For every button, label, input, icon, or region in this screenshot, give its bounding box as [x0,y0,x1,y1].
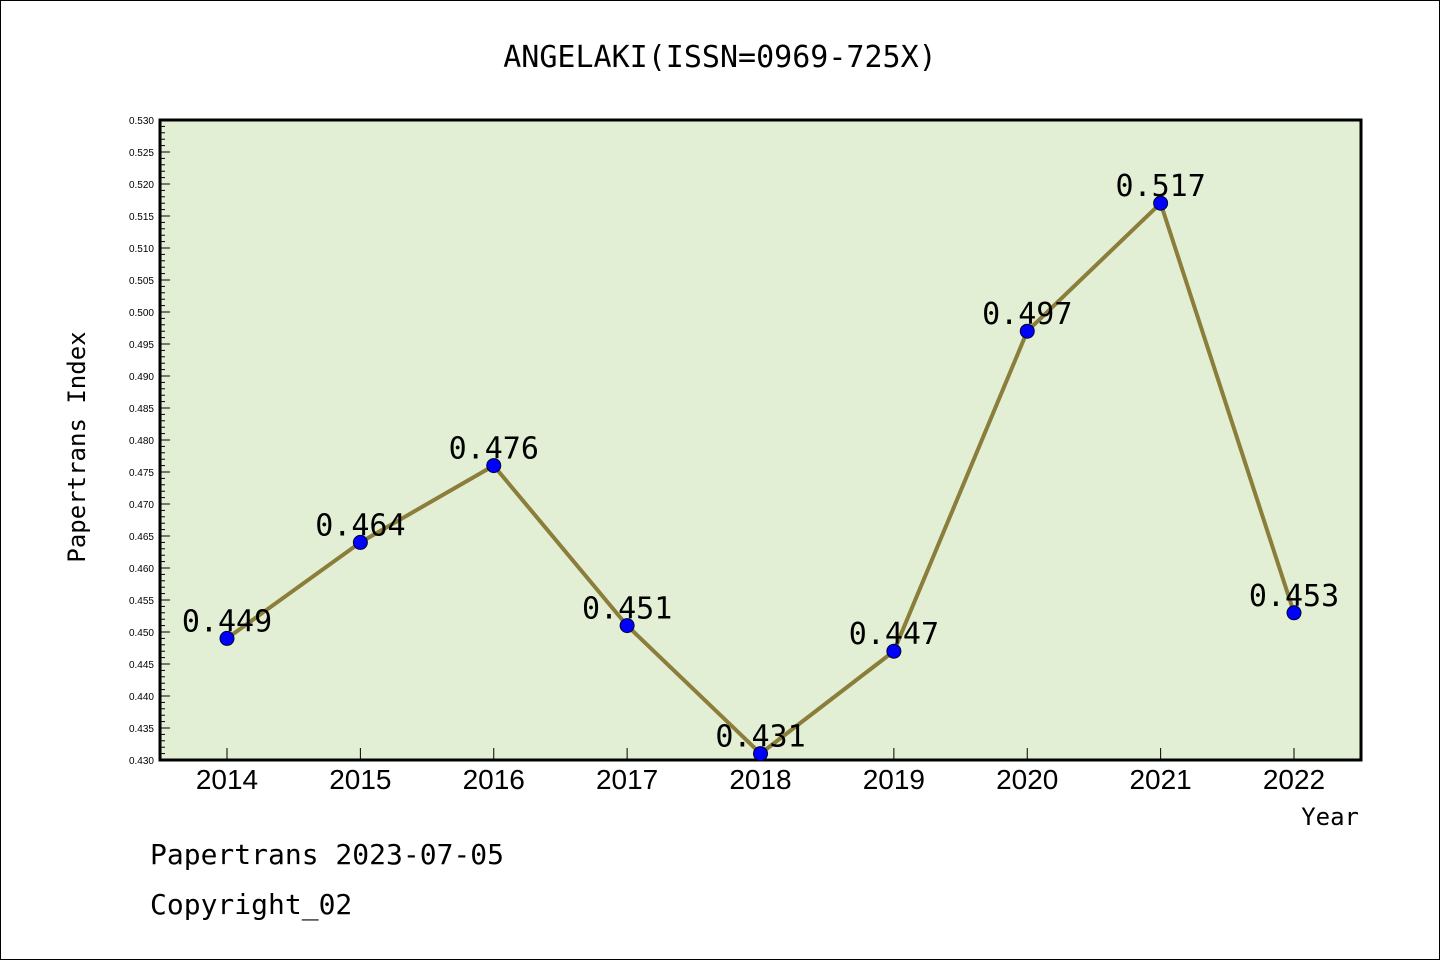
y-tick-label: 0.490 [129,372,154,383]
y-tick-label: 0.495 [129,340,154,351]
data-point [1019,323,1035,339]
x-tick-label: 2019 [863,764,925,795]
x-tick-label: 2016 [463,764,525,795]
plot-area [158,118,1363,762]
data-label: 0.431 [715,720,805,755]
x-tick-label: 2015 [329,764,391,795]
data-label: 0.497 [982,297,1072,332]
data-label: 0.447 [849,617,939,652]
data-point [352,534,368,550]
y-axis-label: Papertrans Index [63,331,91,562]
x-tick-label: 2014 [196,764,258,795]
y-tick-label: 0.455 [129,596,154,607]
y-tick-label: 0.515 [129,212,154,223]
y-tick-label: 0.440 [129,692,154,703]
y-axis-ticks: 0.430 0.435 0.440 0.445 0.450 0.455 0.460 0.465… [129,116,170,767]
y-tick-label: 0.430 [129,756,154,767]
data-label: 0.449 [182,604,272,639]
data-label: 0.517 [1115,169,1205,204]
data-point [486,458,502,474]
data-point [219,630,235,646]
data-label: 0.464 [315,508,405,543]
y-tick-label: 0.445 [129,660,154,671]
series-group [219,195,1302,762]
data-point [886,643,902,659]
y-tick-label: 0.470 [129,500,154,511]
data-point [1286,605,1302,621]
x-tick-label: 2022 [1263,764,1325,795]
y-tick-label: 0.505 [129,276,154,287]
y-tick-label: 0.530 [129,116,154,127]
data-point [753,746,768,762]
x-axis-label: Year [1301,803,1359,831]
x-tick-label: 2020 [996,764,1058,795]
y-tick-label: 0.500 [129,308,154,319]
y-tick-label: 0.450 [129,628,154,639]
chart-title: ANGELAKI(ISSN=0969-725X) [503,40,936,75]
data-point [619,618,635,634]
x-axis-ticks: 2014 2015 2016 2017 2018 2019 2020 2021 2022 [196,748,1325,795]
data-label: 0.453 [1249,579,1339,614]
data-label: 0.451 [582,592,672,627]
x-tick-label: 2018 [729,764,791,795]
x-tick-label: 2021 [1129,764,1191,795]
y-tick-label: 0.510 [129,244,154,255]
footer-date: Papertrans 2023-07-05 [150,838,504,871]
y-tick-label: 0.475 [129,468,154,479]
y-tick-label: 0.525 [129,148,154,159]
y-tick-label: 0.485 [129,404,154,415]
data-point [1153,195,1169,211]
y-tick-label: 0.465 [129,532,154,543]
y-tick-label: 0.480 [129,436,154,447]
x-tick-label: 2017 [596,764,658,795]
y-tick-label: 0.520 [129,180,154,191]
footer-copyright: Copyright_02 [150,888,352,922]
data-label: 0.476 [449,432,539,467]
y-tick-label: 0.460 [129,564,154,575]
data-labels-group: 0.449 0.464 0.476 0.451 0.431 0.447 0.497 0.517… [182,169,1339,754]
y-tick-label: 0.435 [129,724,154,735]
